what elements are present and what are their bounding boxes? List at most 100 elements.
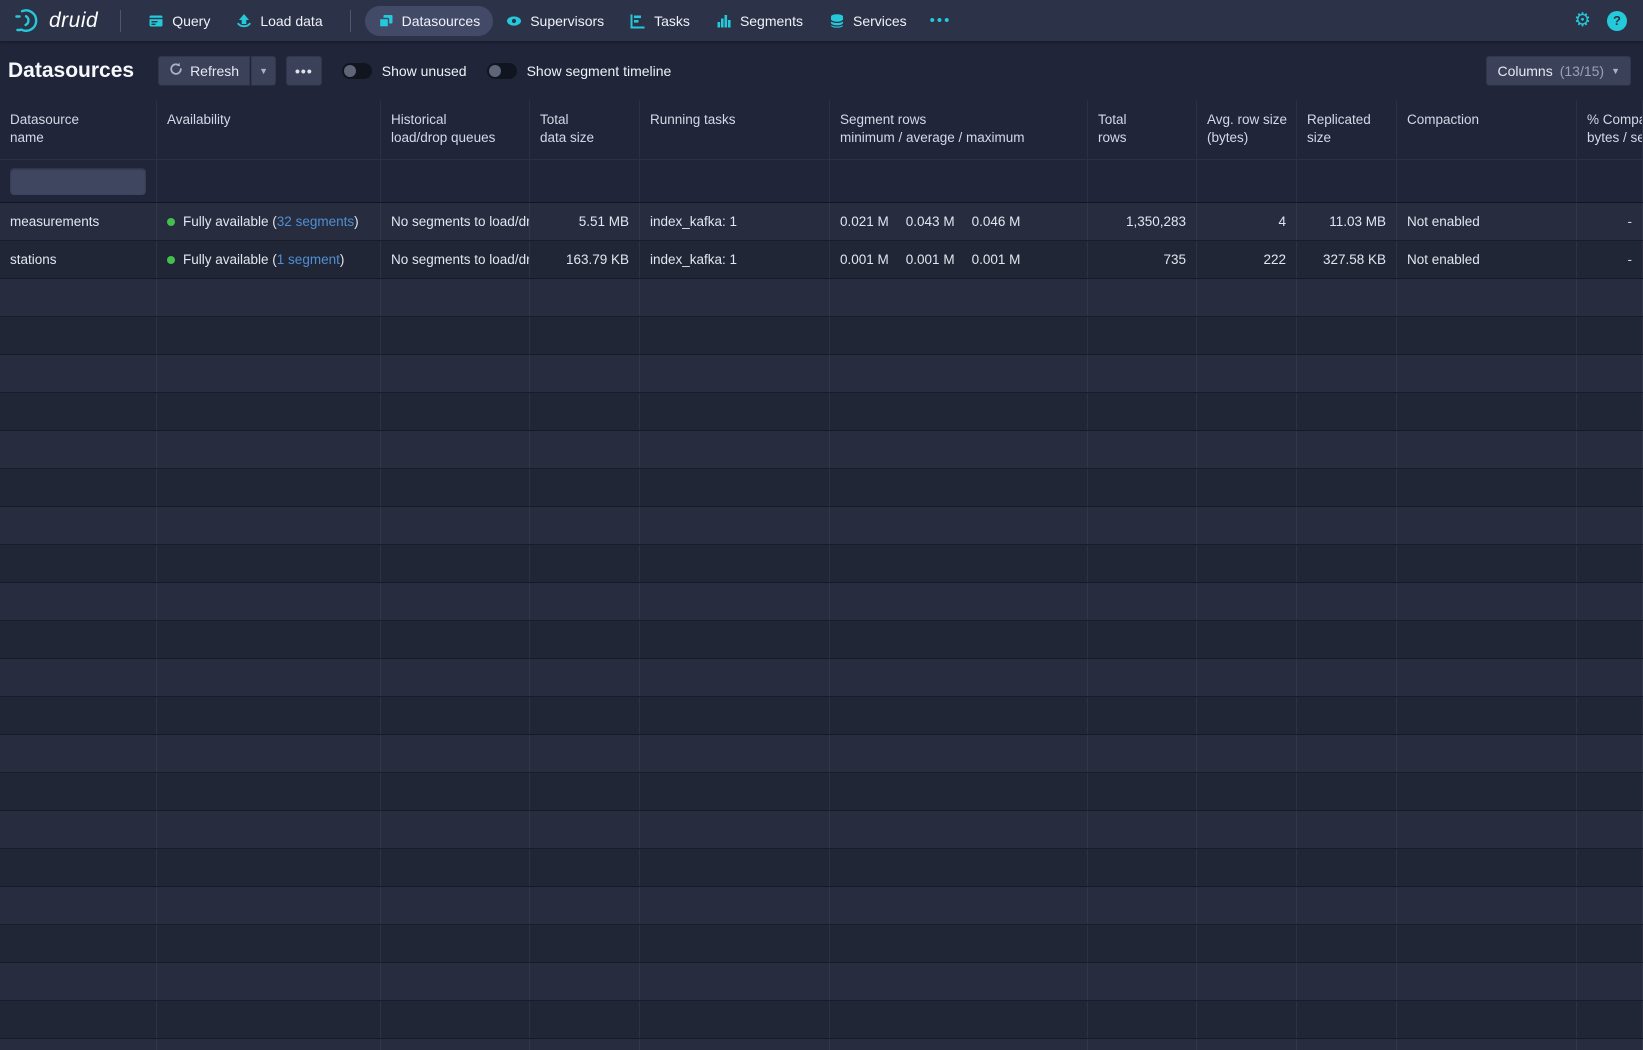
top-nav-right: ⚙ ?	[1573, 10, 1633, 31]
table-row-empty	[0, 317, 1643, 355]
druid-logo-icon	[15, 9, 38, 32]
table-row-empty	[0, 393, 1643, 431]
show-segment-timeline-label: Show segment timeline	[526, 62, 672, 79]
gear-icon[interactable]: ⚙	[1573, 10, 1591, 31]
refresh-interval-button[interactable]: ▼	[251, 55, 277, 86]
columns-button[interactable]: Columns (13/15) ▼	[1486, 55, 1631, 86]
available-dot-icon	[167, 218, 175, 226]
toolbar-more-button[interactable]: •••	[286, 55, 322, 86]
database-icon	[829, 13, 845, 29]
header-historical-queues[interactable]: Historical load/drop queues	[381, 100, 530, 159]
header-compaction[interactable]: Compaction	[1397, 100, 1577, 159]
table-row-stations[interactable]: stations Fully available (1 segment) No …	[0, 241, 1643, 279]
nav-item-query[interactable]: Query	[135, 6, 223, 36]
top-nav-bar: druid Query Load data Datasources	[0, 0, 1643, 41]
nav-item-label: Query	[172, 12, 211, 29]
filter-cell	[0, 160, 157, 202]
nav-item-segments[interactable]: Segments	[703, 6, 816, 36]
header-datasource-name[interactable]: Datasource name	[0, 100, 157, 159]
logo-wordmark: druid	[49, 8, 99, 32]
header-pct-compacted[interactable]: % Compactedbytes / segments	[1577, 100, 1643, 159]
segments-link[interactable]: 32 segments	[276, 214, 355, 229]
show-segment-timeline-toggle[interactable]: Show segment timeline	[486, 62, 672, 79]
availability-cell: Fully available (1 segment)	[157, 241, 381, 278]
refresh-button[interactable]: Refresh	[158, 55, 251, 86]
nav-item-services[interactable]: Services	[816, 6, 920, 36]
header-total-data-size[interactable]: Total data size	[530, 100, 640, 159]
help-icon[interactable]: ?	[1607, 10, 1627, 31]
table-row-empty	[0, 773, 1643, 811]
druid-logo[interactable]: druid	[10, 7, 106, 34]
eye-icon	[506, 13, 522, 29]
compaction-cell: Not enabled	[1397, 203, 1577, 240]
gantt-icon	[630, 13, 646, 29]
nav-item-label: Datasources	[401, 12, 481, 29]
nav-more-button[interactable]: •••	[929, 12, 952, 29]
header-availability[interactable]: Availability	[157, 100, 381, 159]
header-replicated-size[interactable]: Replicated size	[1297, 100, 1397, 159]
table-filter-row	[0, 160, 1643, 203]
table-row-empty	[0, 697, 1643, 735]
chevron-down-icon: ▼	[1611, 65, 1620, 76]
nav-item-label: Services	[852, 12, 907, 29]
nav-item-load-data[interactable]: Load data	[223, 6, 335, 36]
datasource-filter-input[interactable]	[10, 167, 146, 195]
table-row-empty	[0, 659, 1643, 697]
columns-label: Columns	[1497, 62, 1553, 79]
avg-row-size-cell: 4	[1197, 203, 1297, 240]
nav-item-supervisors[interactable]: Supervisors	[493, 6, 617, 36]
replicated-size-cell: 11.03 MB	[1297, 203, 1397, 240]
segment-rows-cell: 0.021 M 0.043 M 0.046 M	[830, 203, 1088, 240]
toggle-track	[341, 62, 372, 79]
total-rows-cell: 735	[1088, 241, 1197, 278]
header-total-rows[interactable]: Total rows	[1088, 100, 1197, 159]
nav-item-tasks[interactable]: Tasks	[617, 6, 703, 36]
refresh-button-group: Refresh ▼	[158, 55, 277, 86]
header-avg-row-size[interactable]: Avg. row size (bytes)	[1197, 100, 1297, 159]
table-header-row: Datasource name Availability Historical lo…	[0, 100, 1643, 160]
nav-divider	[120, 9, 122, 32]
datasource-name-cell: measurements	[0, 203, 157, 240]
upload-icon	[236, 13, 252, 29]
nav-item-label: Supervisors	[530, 12, 605, 29]
running-tasks-cell: index_kafka: 1	[640, 203, 830, 240]
avg-row-size-cell: 222	[1197, 241, 1297, 278]
table-row-measurements[interactable]: measurements Fully available (32 segment…	[0, 203, 1643, 241]
table-row-empty	[0, 545, 1643, 583]
segment-rows-cell: 0.001 M 0.001 M 0.001 M	[830, 241, 1088, 278]
page-title: Datasources	[8, 58, 135, 82]
show-unused-label: Show unused	[381, 62, 467, 79]
nav-item-datasources[interactable]: Datasources	[364, 5, 494, 36]
header-running-tasks[interactable]: Running tasks	[640, 100, 830, 159]
query-icon	[148, 13, 164, 29]
toggle-track	[486, 62, 517, 79]
nav-item-label: Load data	[260, 12, 323, 29]
total-data-size-cell: 5.51 MB	[530, 203, 640, 240]
nav-item-label: Tasks	[654, 12, 690, 29]
table-row-empty	[0, 355, 1643, 393]
table-row-empty	[0, 1001, 1643, 1039]
running-tasks-cell: index_kafka: 1	[640, 241, 830, 278]
table-row-empty	[0, 735, 1643, 773]
available-dot-icon	[167, 256, 175, 264]
header-segment-rows[interactable]: Segment rows minimum / average / maximum	[830, 100, 1088, 159]
columns-count: (13/15)	[1559, 62, 1605, 79]
empty-rows-area	[0, 279, 1643, 1050]
pct-compacted-cell: -	[1577, 203, 1643, 240]
toggle-knob	[343, 64, 356, 77]
table-row-empty	[0, 507, 1643, 545]
show-unused-toggle[interactable]: Show unused	[341, 62, 467, 79]
refresh-label: Refresh	[190, 62, 240, 79]
datasource-name-cell: stations	[0, 241, 157, 278]
refresh-icon	[169, 62, 183, 79]
segments-link[interactable]: 1 segment	[276, 252, 340, 267]
table-row-empty	[0, 811, 1643, 849]
availability-cell: Fully available (32 segments)	[157, 203, 381, 240]
load-drop-cell: No segments to load/drop	[381, 203, 530, 240]
availability-text: Fully available (	[183, 252, 277, 267]
pct-compacted-cell: -	[1577, 241, 1643, 278]
nav-item-label: Segments	[739, 12, 803, 29]
table-row-empty	[0, 583, 1643, 621]
load-drop-cell: No segments to load/drop	[381, 241, 530, 278]
